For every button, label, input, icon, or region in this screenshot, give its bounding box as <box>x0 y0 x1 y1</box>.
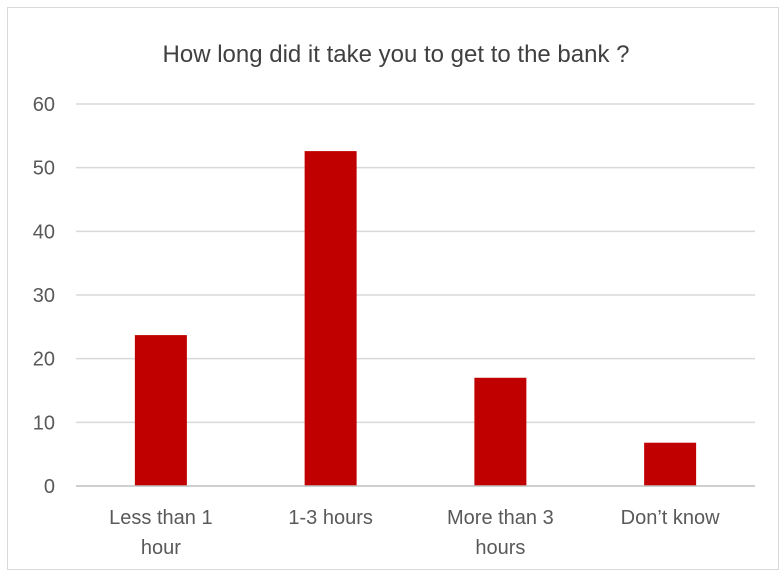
x-tick-label: More than 3 hours <box>447 507 554 559</box>
bars <box>135 151 696 486</box>
bar <box>644 443 696 486</box>
x-tick-label: Less than 1 hour <box>109 507 212 559</box>
y-tick-label: 60 <box>33 94 55 116</box>
x-tick-label: 1-3 hours <box>288 507 373 529</box>
bar <box>474 378 526 486</box>
y-tick-label: 0 <box>44 476 55 498</box>
y-tick-label: 40 <box>33 221 55 243</box>
y-tick-label: 50 <box>33 158 55 180</box>
y-tick-label: 20 <box>33 349 55 371</box>
y-tick-label: 10 <box>33 412 55 434</box>
x-tick-label: Don’t know <box>621 507 720 529</box>
y-tick-label: 30 <box>33 285 55 307</box>
x-axis-labels: Less than 1 hour 1-3 hours More than 3 hours… <box>109 507 720 559</box>
y-axis-ticks: 0 10 20 30 40 50 60 <box>33 94 55 498</box>
chart-title: How long did it take you to get to the b… <box>163 41 630 68</box>
bar <box>135 335 187 486</box>
bar <box>305 151 357 486</box>
